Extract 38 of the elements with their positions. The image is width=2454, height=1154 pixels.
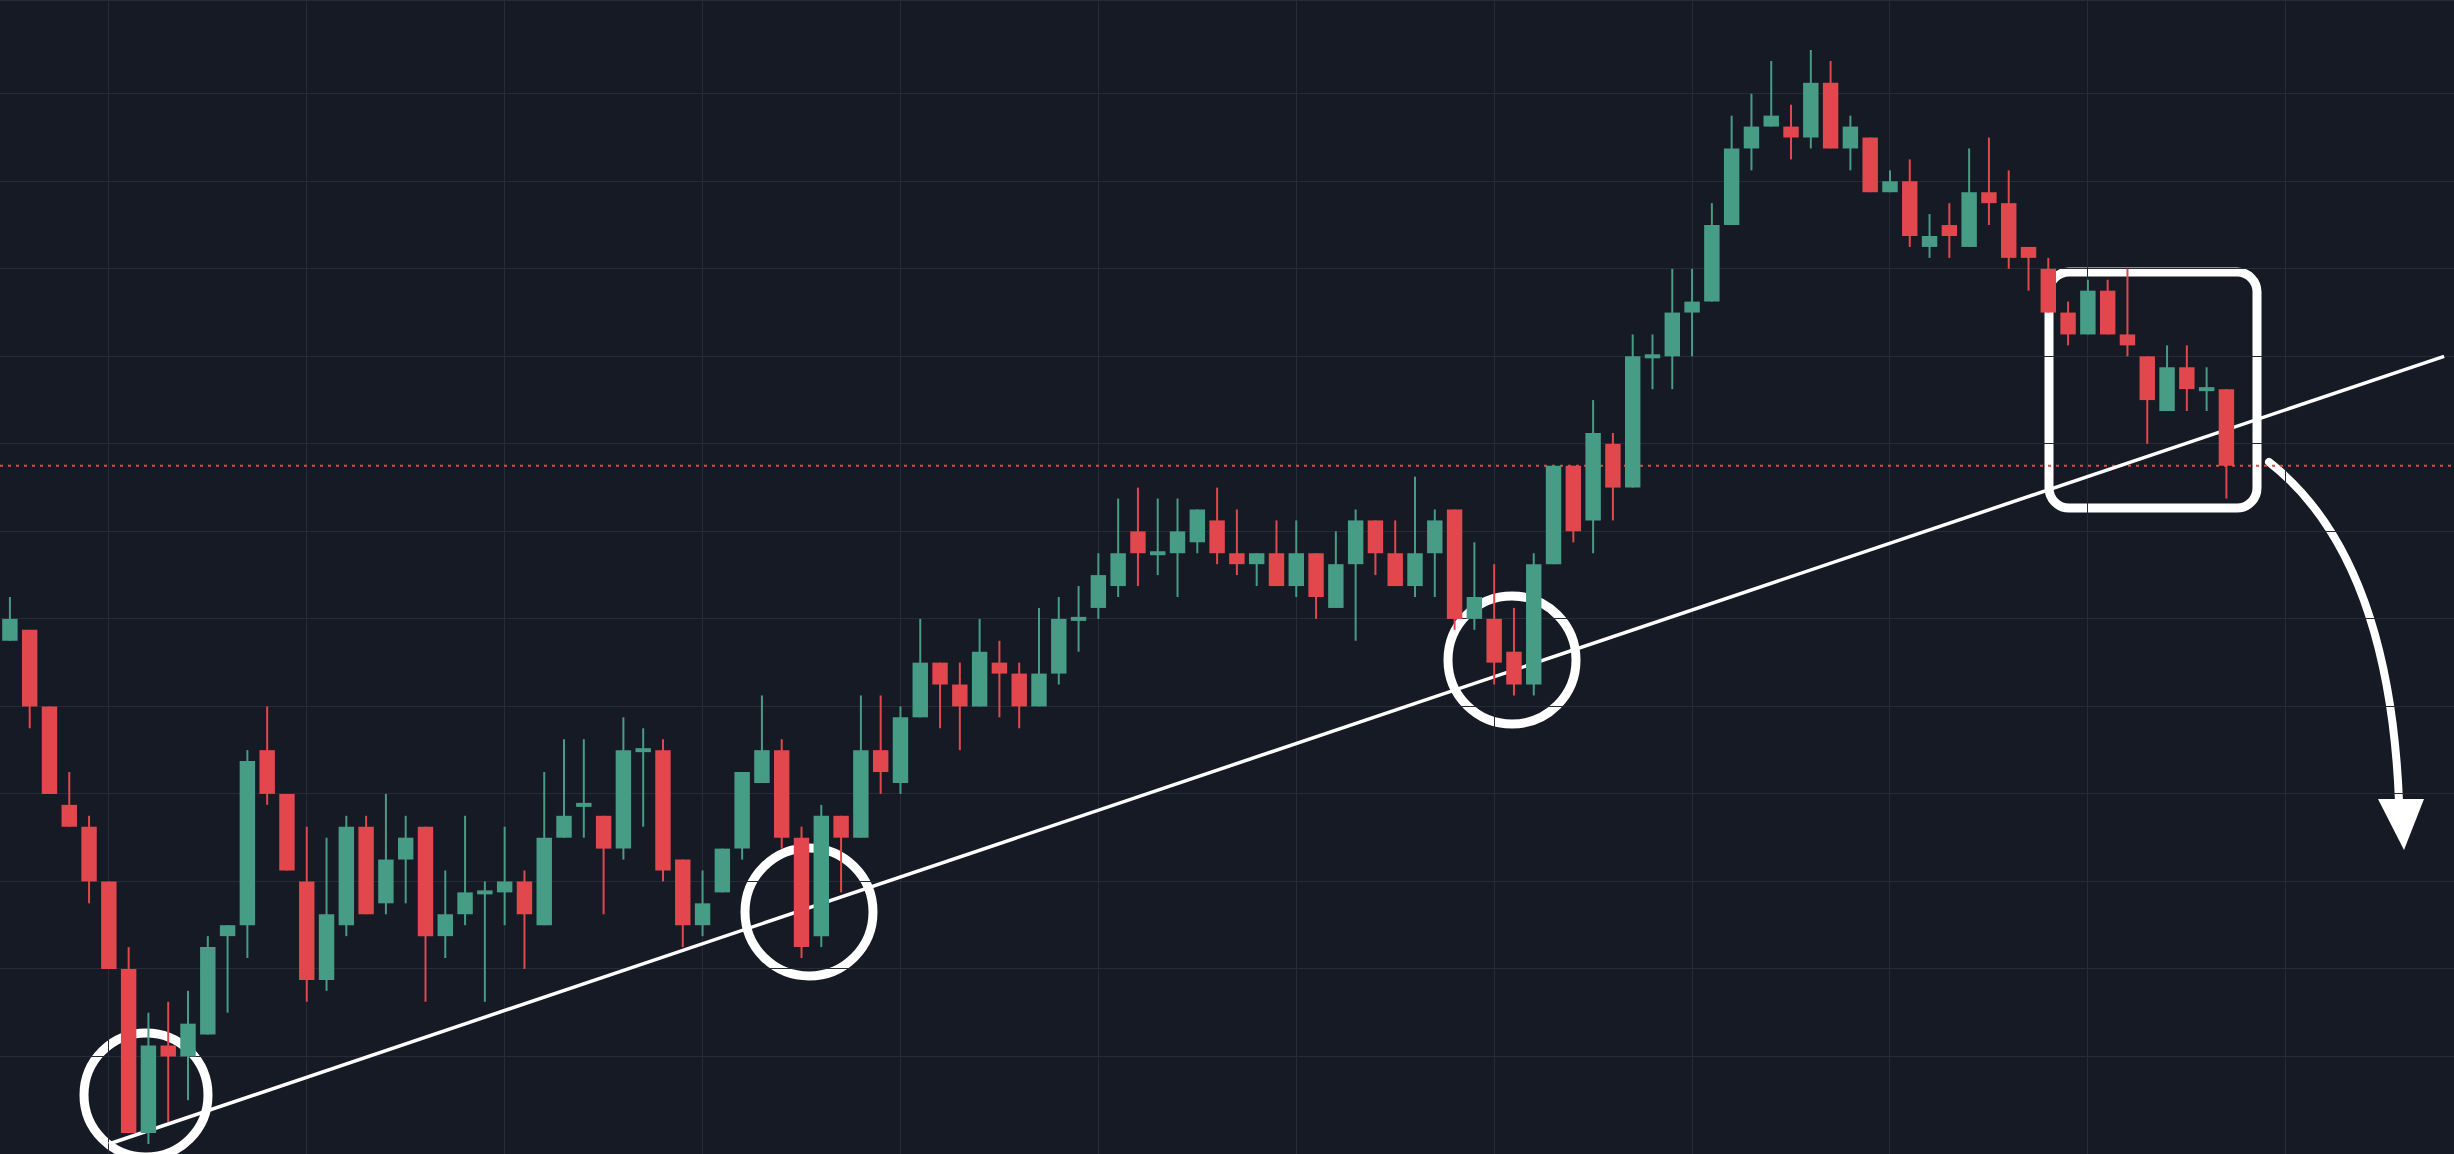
candlestick [1783,103,1799,161]
candlestick [1842,114,1859,172]
candlestick [932,661,948,730]
candlestick [2198,366,2215,413]
candlestick [1941,202,1958,259]
candlestick [1921,213,1938,259]
candlestick [1070,585,1087,653]
candlestick [457,814,473,927]
candlestick [1981,136,1997,227]
candlestick [61,771,77,828]
candlestick [1644,333,1661,391]
candlestick [1763,59,1779,128]
candlestick [635,727,651,828]
candlestick [1229,508,1245,577]
candlestick [1684,267,1700,358]
candlestick [437,869,453,960]
candlestick [219,924,236,1014]
candlestick [1248,552,1265,588]
candlestick [2119,267,2136,358]
candlestick [556,738,572,839]
candlestick [2179,344,2195,413]
candlestick [952,661,968,752]
candlestick [833,814,849,894]
candlestick [2020,245,2037,292]
candlestick [397,814,414,905]
candlestick [2,596,18,642]
candlestick [477,880,493,1003]
candlestick [496,825,513,927]
candlestick [2060,300,2076,347]
candlestick [991,639,1008,719]
candlestick [1169,497,1186,598]
candlestick [694,869,711,938]
candlestick [872,694,889,795]
candlestick [1130,486,1146,588]
candlestick [1150,497,1166,577]
candlestick [1743,92,1760,172]
candlestick [1466,541,1483,631]
candlestick [576,738,592,839]
